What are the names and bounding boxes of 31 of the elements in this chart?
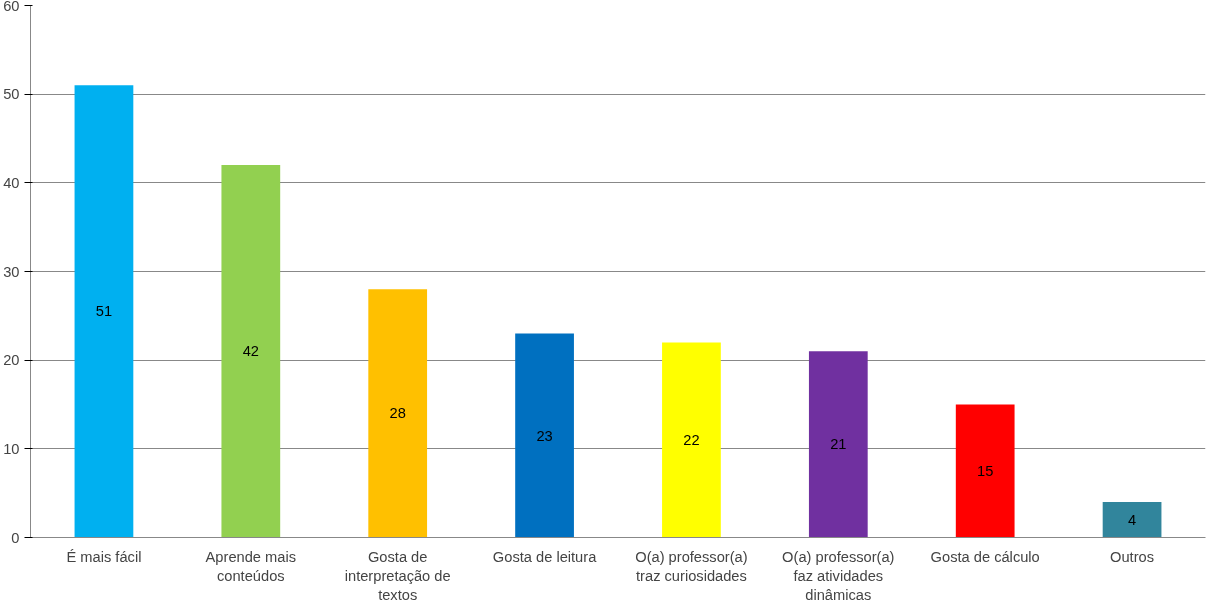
bar: [955, 404, 1015, 538]
data-label: 42: [242, 343, 259, 360]
bar: [515, 333, 574, 538]
x-tick-label: Gosta de cálculo: [930, 548, 1040, 565]
data-label: 15: [977, 463, 994, 479]
x-tick-label: O(a) professor(a) faz atividades dinâmicas: [782, 548, 895, 603]
x-tick-label: Gosta de leitura: [492, 548, 598, 565]
data-label: 22: [683, 431, 700, 448]
data-label: 4: [1127, 511, 1137, 528]
data-label: 23: [536, 427, 553, 444]
data-label: 28: [389, 405, 406, 422]
y-tick-label: 20: [3, 352, 20, 369]
x-tick-label: Gosta de interpretação de textos: [344, 548, 451, 603]
y-tick-label: 10: [3, 440, 20, 457]
x-tick-label: Outros: [1110, 548, 1155, 565]
x-tick-label: O(a) professor(a) traz curiosidades: [635, 548, 748, 584]
bar: [662, 342, 721, 538]
bar: [808, 351, 868, 538]
bar: [221, 165, 281, 538]
x-tick-label: Aprende mais conteúdos: [205, 548, 297, 584]
y-tick-label: 0: [11, 529, 20, 546]
bar: [74, 85, 134, 538]
bar: [1102, 502, 1162, 538]
x-tick-label: É mais fácil: [66, 548, 142, 565]
y-tick-label: 30: [3, 263, 20, 280]
y-tick-label: 40: [3, 174, 20, 191]
data-label: 51: [95, 303, 113, 320]
y-tick-label: 60: [3, 0, 20, 14]
data-label: 21: [830, 436, 847, 453]
y-tick-label: 50: [3, 86, 20, 103]
bar: [368, 289, 428, 538]
